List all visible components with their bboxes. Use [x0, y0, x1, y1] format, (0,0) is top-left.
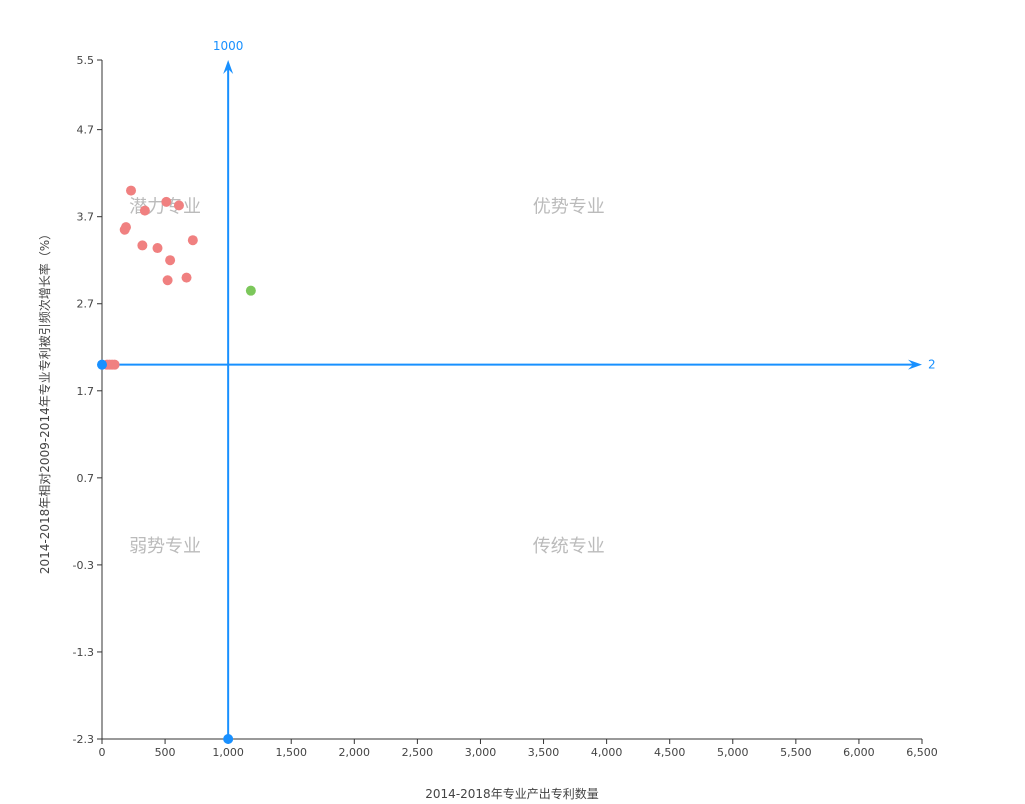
x-tick-label: 6,000 [843, 746, 875, 759]
quadrant-labels: 潜力专业优势专业弱势专业传统专业 [129, 196, 605, 557]
data-point-series-0[interactable] [120, 225, 130, 235]
y-axis-title: 2014-2018年相对2009-2014年专业专利被引频次增长率（%） [37, 228, 52, 574]
x-tick-label: 1,500 [275, 746, 307, 759]
quadrant-label-bottom-left: 弱势专业 [129, 536, 201, 557]
y-tick-label: 0.7 [77, 472, 95, 485]
data-point-series-0[interactable] [182, 273, 192, 283]
data-point-series-0[interactable] [188, 235, 198, 245]
y-tick-label: 1.7 [77, 385, 95, 398]
data-point-series-0[interactable] [153, 243, 163, 253]
x-tick-label: 4,000 [591, 746, 623, 759]
x-tick-label: 5,000 [717, 746, 749, 759]
data-point-series-2[interactable] [223, 734, 233, 744]
data-point-series-1[interactable] [246, 286, 256, 296]
reference-lines: 1000 2 [102, 39, 936, 739]
y-tick-label: 3.7 [77, 211, 95, 224]
y-tick-label: -1.3 [73, 646, 94, 659]
y-tick-label: 2.7 [77, 298, 95, 311]
data-points [97, 186, 256, 744]
data-point-series-0[interactable] [110, 360, 120, 370]
axes-layer [102, 60, 922, 739]
x-tick-label: 4,500 [654, 746, 686, 759]
horizontal-reference-label: 2 [928, 358, 936, 372]
x-tick-label: 3,500 [528, 746, 560, 759]
data-point-series-0[interactable] [126, 186, 136, 196]
y-tick-label: 4.7 [77, 124, 95, 137]
quadrant-label-top-right: 优势专业 [533, 196, 605, 217]
x-tick-label: 1,000 [212, 746, 244, 759]
x-axis-title: 2014-2018年专业产出专利数量 [425, 786, 598, 800]
y-tick-label: 5.5 [77, 54, 95, 67]
data-point-series-0[interactable] [137, 240, 147, 250]
data-point-series-0[interactable] [161, 197, 171, 207]
x-tick-label: 500 [155, 746, 176, 759]
data-point-series-0[interactable] [163, 275, 173, 285]
data-point-series-0[interactable] [165, 255, 175, 265]
x-tick-label: 6,500 [906, 746, 938, 759]
x-tick-label: 3,000 [465, 746, 497, 759]
vertical-reference-label: 1000 [213, 39, 244, 53]
ticks-layer: 0 500 1,000 1,500 2,000 2,500 3,000 3,500 4,000 4… [73, 54, 938, 759]
data-point-series-0[interactable] [140, 206, 150, 216]
y-tick-label: -0.3 [73, 559, 94, 572]
y-tick-label: -2.3 [73, 733, 94, 746]
x-tick-label: 0 [99, 746, 106, 759]
quadrant-label-bottom-right: 传统专业 [533, 536, 605, 557]
data-point-series-0[interactable] [174, 200, 184, 210]
x-tick-label: 5,500 [780, 746, 812, 759]
x-tick-label: 2,000 [339, 746, 371, 759]
data-point-series-2[interactable] [97, 360, 107, 370]
x-tick-label: 2,500 [402, 746, 434, 759]
